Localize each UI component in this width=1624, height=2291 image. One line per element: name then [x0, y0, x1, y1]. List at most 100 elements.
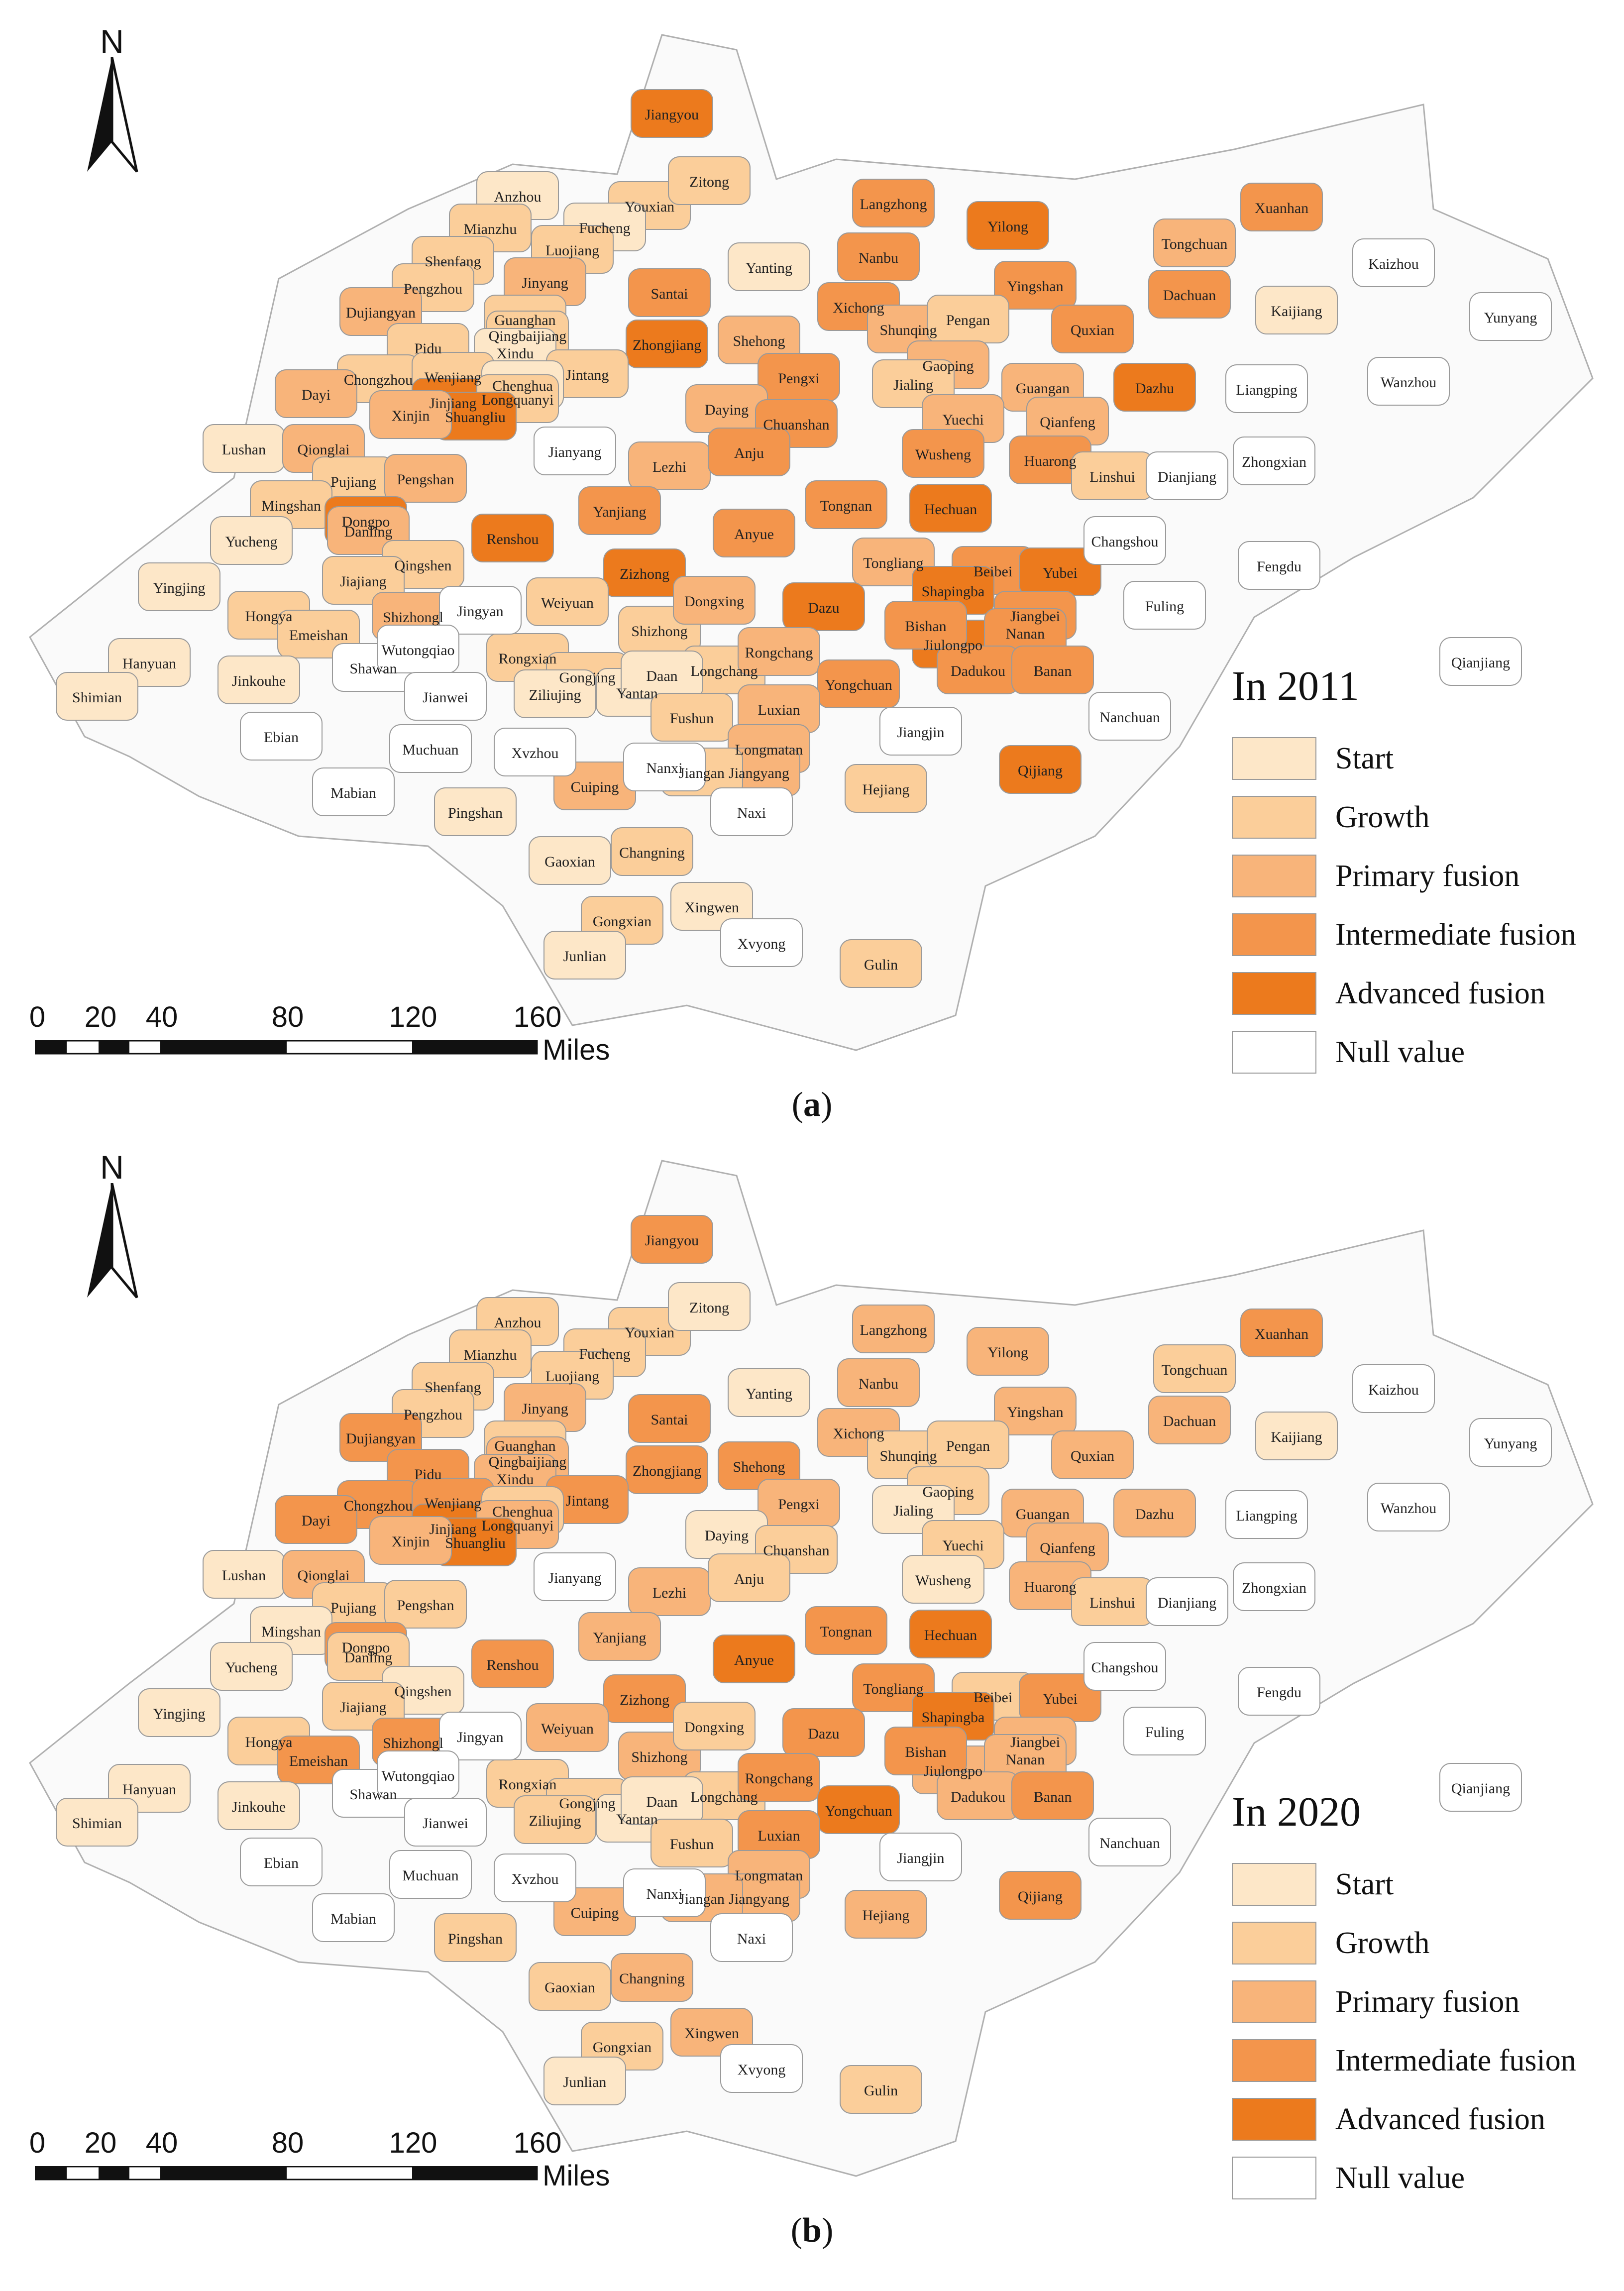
place-label: Qijiang: [1018, 763, 1063, 779]
place-label: Yingshan: [1007, 278, 1063, 295]
place-label: Fuling: [1145, 1724, 1184, 1741]
region-fuling: [1123, 581, 1206, 630]
place-label: Qianfeng: [1040, 414, 1095, 431]
place-label: Gulin: [864, 2082, 898, 2099]
region-gulin: [840, 2065, 922, 2114]
region-xinjin: [369, 1516, 452, 1565]
place-label: Bishan: [905, 1744, 946, 1760]
place-label: Wusheng: [915, 1572, 971, 1589]
region-naxi: [710, 1913, 793, 1962]
region-wanzhou: [1367, 357, 1450, 406]
place-label: Kaizhou: [1368, 256, 1419, 272]
legend-item-start: Start: [1232, 729, 1576, 788]
place-label: Fucheng: [579, 220, 630, 236]
legend-label: Start: [1335, 741, 1394, 775]
place-label: Jiangbei: [1010, 1734, 1060, 1750]
place-label: Liangping: [1236, 1508, 1297, 1524]
place-label: Longchang: [691, 663, 758, 679]
place-label: Daan: [646, 668, 677, 684]
place-label: Shuangliu: [445, 409, 506, 426]
region-renshou: [471, 514, 554, 562]
region-kaizhou: [1352, 1364, 1435, 1413]
region-fushun: [650, 693, 733, 742]
place-label: Gaoping: [922, 1484, 974, 1500]
region-xuanhan: [1240, 1309, 1323, 1357]
place-label: Jiulongpo: [924, 1763, 982, 1779]
place-label: Dadukou: [951, 663, 1005, 679]
place-label: Shapingba: [922, 583, 985, 600]
place-label: Hejiang: [863, 781, 910, 798]
place-label: Shehong: [733, 333, 785, 349]
place-label: Yubei: [1043, 565, 1078, 581]
place-label: Jiangjin: [897, 1850, 945, 1866]
place-label: Yanjiang: [593, 504, 647, 520]
north-arrow-icon: [87, 57, 138, 173]
region-nanxi: [623, 1868, 706, 1917]
region-zizhong: [603, 1674, 686, 1723]
place-label: Luxian: [758, 1828, 800, 1844]
place-label: Yuechi: [942, 412, 983, 428]
place-label: Yantan: [616, 685, 658, 702]
place-label: Jianyang: [548, 1570, 602, 1586]
region-fushun: [650, 1819, 733, 1867]
scale-tick: 20: [84, 2127, 117, 2159]
region-fengdu: [1238, 1667, 1320, 1716]
region-hechuan: [909, 484, 992, 533]
place-label: Pidu: [414, 340, 441, 357]
place-label: Renshou: [487, 1657, 539, 1673]
place-label: Jingyan: [457, 603, 503, 620]
place-label: Xindu: [497, 1471, 534, 1488]
place-label: Shimian: [72, 689, 122, 706]
place-label: Banan: [1034, 1789, 1072, 1805]
region-dayi: [275, 369, 357, 418]
region-nanchuan: [1088, 692, 1171, 741]
place-label: Muchuan: [402, 742, 458, 758]
place-label: Tongchuan: [1162, 1362, 1228, 1378]
region-dazu: [782, 582, 865, 631]
region-anju: [708, 428, 790, 476]
place-label: Chenghua: [492, 1504, 553, 1520]
legend-swatch: [1232, 1980, 1316, 2023]
place-label: Changning: [619, 845, 685, 861]
place-label: Kaizhou: [1368, 1382, 1419, 1398]
region-xvyong: [720, 2044, 803, 2093]
place-label: Kaijiang: [1271, 1429, 1322, 1445]
place-label: Jinkouhe: [232, 673, 286, 689]
region-jingyan: [439, 1712, 522, 1760]
place-label: Daan: [646, 1794, 677, 1810]
place-label: Hanyuan: [122, 1781, 176, 1798]
place-label: Jianwei: [423, 689, 468, 706]
region-santai: [628, 268, 711, 317]
place-label: Jiangbei: [1010, 608, 1060, 625]
legend-swatch: [1232, 972, 1316, 1015]
place-label: Pengshan: [397, 471, 454, 488]
place-label: Anju: [734, 1571, 764, 1587]
place-label: Jiulongpo: [924, 637, 982, 654]
place-label: Mingshan: [261, 498, 321, 514]
place-label: Jinyang: [522, 275, 568, 291]
place-label: Jinkouhe: [232, 1799, 286, 1815]
place-label: Jiangan: [679, 1891, 725, 1907]
place-label: Qionglai: [298, 1567, 350, 1584]
region-kaijiang: [1255, 286, 1338, 334]
legend-label: Primary fusion: [1335, 1984, 1520, 2019]
legend-item-primary-fusion: Primary fusion: [1232, 847, 1576, 905]
place-label: Xvzhou: [512, 745, 559, 762]
place-label: Dazu: [808, 600, 839, 616]
place-label: Nanbu: [859, 250, 898, 266]
place-label: Youxian: [625, 199, 674, 215]
place-label: Zizhong: [620, 1692, 669, 1708]
place-label: Dongpo: [342, 1639, 390, 1656]
legend-swatch: [1232, 913, 1316, 956]
place-label: Dianjiang: [1158, 469, 1216, 485]
place-label: Shizhongl: [383, 1735, 443, 1751]
region-naxi: [710, 787, 793, 836]
region-yanting: [728, 1368, 810, 1417]
legend-item-growth: Growth: [1232, 788, 1576, 847]
place-label: Santai: [651, 1412, 688, 1428]
legend-label: Advanced fusion: [1335, 2102, 1545, 2136]
place-label: Shenfang: [425, 1379, 481, 1396]
legend-item-intermediate-fusion: Intermediate fusion: [1232, 905, 1576, 964]
place-label: Ziliujing: [529, 1813, 581, 1829]
legend: In 2020 Start Growth Primary fusion Inte…: [1232, 1788, 1576, 2207]
